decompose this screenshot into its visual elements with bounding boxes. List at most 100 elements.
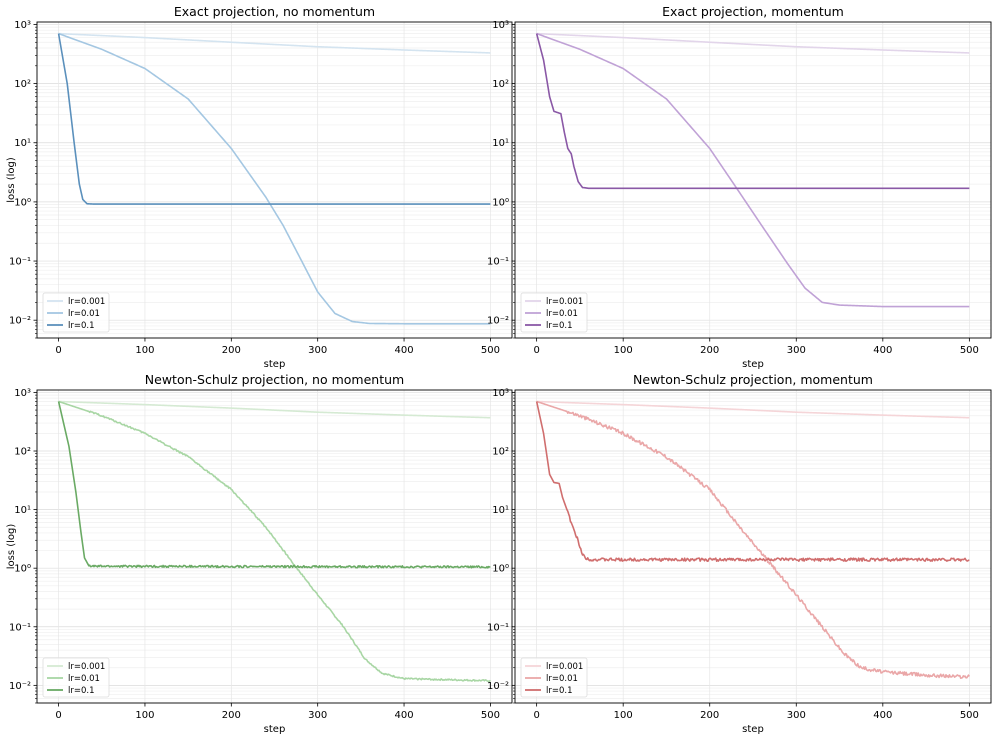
series-line-lr-0-1	[57, 33, 491, 205]
series-line-lr-0-01	[536, 400, 971, 679]
x-tick-label: 400	[394, 345, 413, 356]
legend: lr=0.001 lr=0.01 lr=0.1	[42, 292, 110, 333]
axes-frame	[514, 21, 992, 339]
x-axis-label: step	[742, 359, 764, 370]
legend-label: lr=0.01	[546, 674, 578, 684]
x-tick-label: 500	[481, 345, 500, 356]
x-axis-label: step	[742, 724, 764, 735]
series-line-lr-0-1	[535, 33, 970, 190]
y-tick-label: 10³	[14, 20, 31, 31]
legend-label: lr=0.01	[68, 674, 100, 684]
axes-frame	[36, 389, 513, 704]
legend: lr=0.001 lr=0.01 lr=0.1	[42, 657, 110, 698]
y-tick-label: 10⁻²	[487, 316, 509, 327]
y-tick-label: 10³	[492, 20, 509, 31]
series-line-lr-0-1	[535, 401, 970, 562]
y-tick-label: 10³	[14, 388, 31, 399]
y-tick-label: 10⁻¹	[9, 622, 31, 633]
y-tick-label: 10⁰	[492, 564, 509, 575]
x-tick-label: 100	[614, 710, 633, 721]
y-tick-label: 10²	[492, 447, 509, 458]
y-tick-label: 10⁻¹	[487, 257, 509, 268]
chart-newton-schulz-momentum: 0 100 200 300 400 500 10⁻² 10⁻¹ 10⁰ 10¹ 10² 10³ Newt…	[487, 372, 992, 735]
x-tick-label: 200	[222, 710, 241, 721]
x-tick-label: 400	[394, 710, 413, 721]
legend: lr=0.001 lr=0.01 lr=0.1	[520, 292, 588, 333]
x-axis-label: step	[264, 359, 286, 370]
chart-newton-schulz-no-momentum: 0 100 200 300 400 500 10⁻² 10⁻¹ 10⁰ 10¹ 10² 10³ Newt…	[6, 372, 513, 735]
grid	[37, 22, 512, 339]
legend-box	[42, 657, 110, 698]
chart-exact-no-momentum: 0 100 200 300 400 500 10⁻² 10⁻¹ 10⁰ 10¹ 10² 10³ Exac…	[6, 4, 513, 370]
y-tick-label: 10¹	[14, 138, 31, 149]
x-tick-label: 0	[55, 345, 61, 356]
legend-label: lr=0.001	[68, 297, 105, 307]
x-tick-label: 400	[873, 345, 892, 356]
series-line-lr-0-1	[57, 401, 491, 569]
y-axis-label: loss (log)	[6, 524, 17, 570]
chart-title: Exact projection, no momentum	[174, 4, 375, 19]
x-tick-label: 500	[960, 345, 979, 356]
series-line-lr-0-01	[536, 32, 970, 308]
series-line-lr-0-001	[536, 32, 970, 54]
x-tick-label: 500	[481, 710, 500, 721]
legend-box	[42, 292, 110, 333]
y-tick-label: 10⁻¹	[9, 257, 31, 268]
y-tick-label: 10³	[492, 388, 509, 399]
x-tick-label: 200	[700, 345, 719, 356]
y-tick-label: 10²	[492, 79, 509, 90]
chart-title: Newton-Schulz projection, no momentum	[145, 372, 404, 387]
legend-label: lr=0.001	[546, 662, 583, 672]
grid	[37, 390, 512, 704]
legend-label: lr=0.1	[546, 321, 573, 331]
x-tick-label: 100	[614, 345, 633, 356]
y-tick-label: 10⁻²	[487, 681, 509, 692]
x-tick-label: 0	[55, 710, 61, 721]
series-line-lr-0-01	[58, 32, 491, 325]
x-tick-label: 300	[787, 345, 806, 356]
x-tick-label: 500	[960, 710, 979, 721]
series-line-lr-0-01	[58, 400, 491, 683]
x-axis-label: step	[264, 724, 286, 735]
chart-title: Exact projection, momentum	[662, 4, 844, 19]
x-tick-label: 0	[533, 345, 539, 356]
y-tick-label: 10⁰	[492, 197, 509, 208]
legend-label: lr=0.01	[68, 309, 100, 319]
y-tick-label: 10⁰	[14, 197, 31, 208]
chart-title: Newton-Schulz projection, momentum	[633, 372, 873, 387]
y-tick-label: 10⁻¹	[487, 622, 509, 633]
axes-frame	[36, 21, 513, 339]
grid	[515, 390, 991, 704]
x-tick-label: 300	[308, 345, 327, 356]
y-tick-label: 10⁻²	[9, 681, 31, 692]
legend-label: lr=0.001	[546, 297, 583, 307]
grid	[515, 22, 991, 339]
x-tick-label: 300	[308, 710, 327, 721]
y-tick-label: 10¹	[492, 138, 509, 149]
x-tick-label: 100	[135, 345, 154, 356]
y-tick-label: 10¹	[14, 505, 31, 516]
series-line-lr-0-001	[58, 32, 491, 54]
legend-label: lr=0.1	[68, 321, 95, 331]
legend-box	[520, 657, 588, 698]
y-axis-label: loss (log)	[6, 157, 17, 203]
series-line-lr-0-001	[536, 400, 970, 419]
y-tick-label: 10²	[14, 447, 31, 458]
y-tick-label: 10¹	[492, 505, 509, 516]
legend-label: lr=0.1	[546, 686, 573, 696]
x-tick-label: 200	[222, 345, 241, 356]
y-tick-label: 10²	[14, 79, 31, 90]
x-tick-label: 400	[873, 710, 892, 721]
chart-exact-momentum: 0 100 200 300 400 500 10⁻² 10⁻¹ 10⁰ 10¹ 10² 10³ Exac…	[487, 4, 992, 370]
x-tick-label: 0	[533, 710, 539, 721]
x-tick-label: 100	[135, 710, 154, 721]
axes-frame	[514, 389, 992, 704]
y-tick-label: 10⁰	[14, 564, 31, 575]
y-tick-label: 10⁻²	[9, 316, 31, 327]
legend: lr=0.001 lr=0.01 lr=0.1	[520, 657, 588, 698]
legend-label: lr=0.01	[546, 309, 578, 319]
legend-label: lr=0.1	[68, 686, 95, 696]
x-tick-label: 200	[700, 710, 719, 721]
legend-label: lr=0.001	[68, 662, 105, 672]
